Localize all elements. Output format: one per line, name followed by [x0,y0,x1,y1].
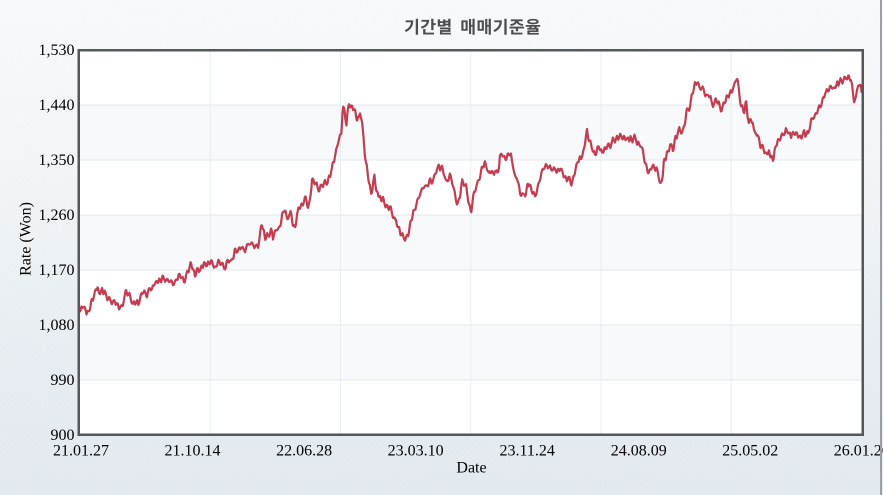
svg-text:23.03.10: 23.03.10 [388,443,444,460]
svg-text:26.01.26: 26.01.26 [834,443,883,460]
svg-text:23.11.24: 23.11.24 [499,443,554,460]
svg-text:Date: Date [456,460,486,477]
svg-text:Rate (Won): Rate (Won) [18,202,35,276]
svg-text:1,350: 1,350 [39,152,75,169]
svg-text:1,170: 1,170 [39,262,75,279]
svg-text:1,260: 1,260 [39,207,75,224]
svg-text:990: 990 [51,372,75,389]
svg-text:25.05.02: 25.05.02 [722,443,778,460]
svg-text:22.06.28: 22.06.28 [276,443,332,460]
svg-text:900: 900 [51,427,75,444]
svg-text:1,530: 1,530 [39,42,75,59]
svg-text:1,080: 1,080 [39,317,75,334]
svg-text:21.01.27: 21.01.27 [53,443,109,460]
svg-text:1,440: 1,440 [39,97,75,114]
svg-text:21.10.14: 21.10.14 [165,443,221,460]
svg-text:24.08.09: 24.08.09 [611,443,667,460]
